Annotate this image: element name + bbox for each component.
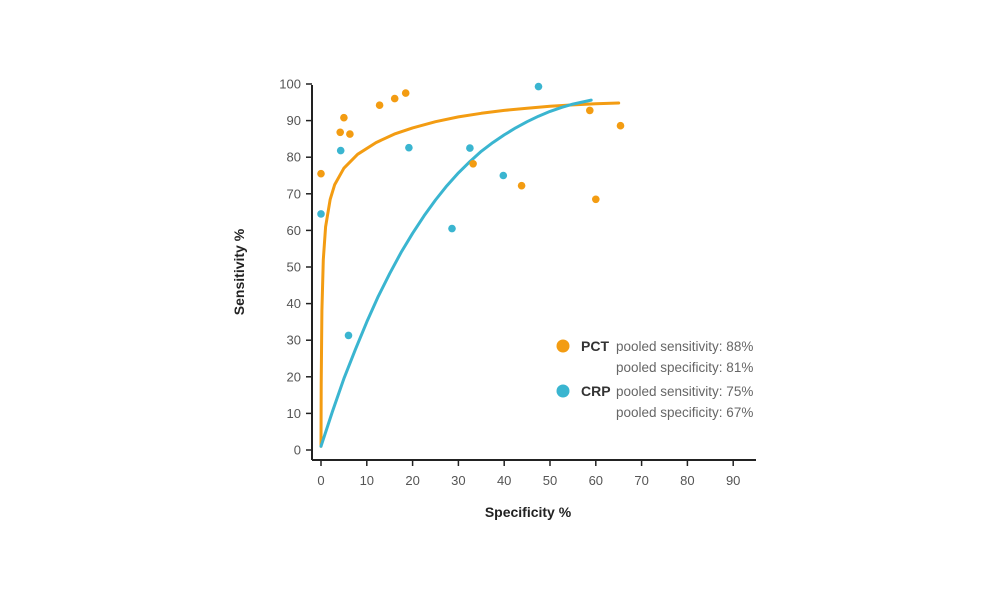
pct-point-1 <box>317 169 325 178</box>
pct-point-5 <box>375 101 384 109</box>
legend-item-crp: CRP pooled sensitivity: 75% pooled speci… <box>556 383 753 420</box>
y-axis-title: Sensitivity % <box>231 228 247 315</box>
pct-point-10 <box>586 106 594 115</box>
x-tick-label-50: 50 <box>543 473 557 488</box>
legend-pct-marker <box>556 339 570 353</box>
pct-point-6 <box>390 94 399 103</box>
crp-point-5 <box>448 224 456 233</box>
crp-point-4 <box>405 143 413 152</box>
legend-crp-name: CRP <box>581 383 611 399</box>
pct-point-11 <box>592 195 600 204</box>
y-tick-label-80: 80 <box>287 150 301 165</box>
y-tick-label-0: 0 <box>294 443 301 458</box>
y-tick-label-40: 40 <box>287 296 301 311</box>
pct-point-4 <box>346 130 354 138</box>
legend-crp-marker <box>556 384 570 398</box>
x-tick-label-70: 70 <box>634 473 648 488</box>
legend-pct-name: PCT <box>581 338 609 354</box>
y-tick-label-10: 10 <box>287 406 301 421</box>
x-tick-label-90: 90 <box>726 473 740 488</box>
y-tick-label-100: 100 <box>279 77 301 92</box>
x-tick-label-20: 20 <box>405 473 419 488</box>
crp-curve <box>319 98 593 448</box>
legend: PCT pooled sensitivity: 88% pooled speci… <box>556 338 753 420</box>
y-tick-label-30: 30 <box>287 333 301 348</box>
crp-point-3 <box>344 331 353 340</box>
crp-point-2 <box>336 146 345 155</box>
legend-pct-specificity: pooled specificity: 81% <box>616 360 753 375</box>
legend-crp-sensitivity: pooled sensitivity: 75% <box>616 384 753 399</box>
x-ticks: 0 10 20 30 40 50 60 70 80 90 <box>317 460 740 488</box>
legend-crp-specificity: pooled specificity: 67% <box>616 405 753 420</box>
pct-curve <box>319 101 621 448</box>
y-tick-label-60: 60 <box>287 223 301 238</box>
legend-item-pct: PCT pooled sensitivity: 88% pooled speci… <box>556 338 753 375</box>
y-tick-label-50: 50 <box>287 260 301 275</box>
pct-point-12 <box>616 121 625 130</box>
crp-point-7 <box>499 171 508 180</box>
x-tick-label-0: 0 <box>317 473 324 488</box>
crp-point-8 <box>534 82 543 91</box>
points <box>317 82 625 340</box>
y-tick-label-20: 20 <box>287 369 301 384</box>
pct-point-3 <box>340 113 348 122</box>
x-tick-label-60: 60 <box>589 473 603 488</box>
x-tick-label-80: 80 <box>680 473 694 488</box>
x-tick-label-40: 40 <box>497 473 511 488</box>
pct-point-7 <box>401 89 410 97</box>
axes <box>311 85 756 461</box>
y-tick-label-70: 70 <box>287 186 301 201</box>
y-ticks: 0 10 20 30 40 50 60 70 80 90 100 <box>279 77 312 458</box>
pct-point-9 <box>517 181 526 190</box>
x-tick-label-30: 30 <box>451 473 465 488</box>
x-tick-label-10: 10 <box>360 473 374 488</box>
pct-point-2 <box>336 128 345 137</box>
crp-point-6 <box>466 144 474 152</box>
y-tick-label-90: 90 <box>287 113 301 128</box>
crp-point-1 <box>317 210 325 218</box>
x-axis-title: Specificity % <box>485 504 572 520</box>
pct-point-8 <box>469 160 477 168</box>
curves <box>319 98 621 448</box>
legend-pct-sensitivity: pooled sensitivity: 88% <box>616 339 753 354</box>
